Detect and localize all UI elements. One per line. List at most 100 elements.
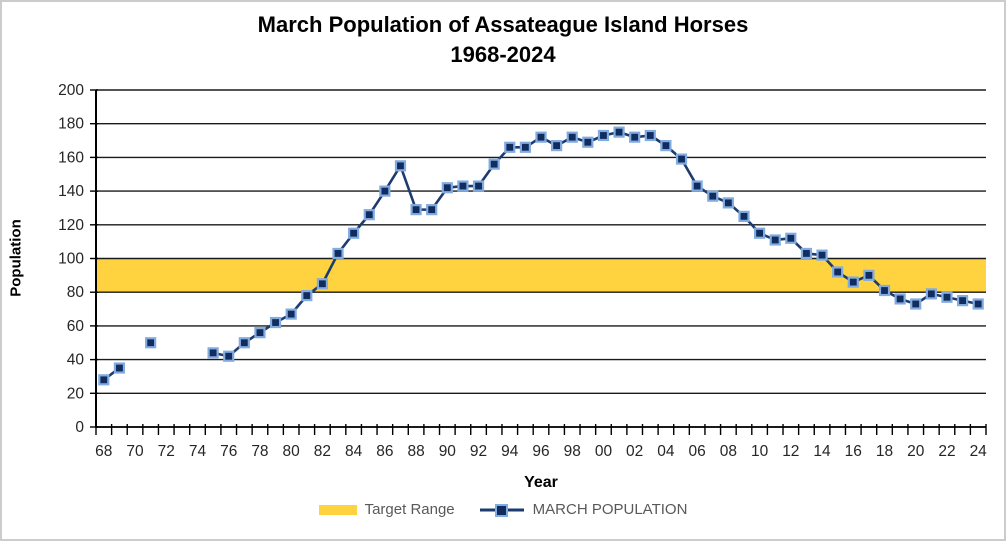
data-point-2013 xyxy=(800,247,813,260)
x-tick-label: 96 xyxy=(532,443,549,460)
data-point-1979 xyxy=(269,316,282,329)
data-point-2024 xyxy=(972,298,984,310)
data-point-2001 xyxy=(613,126,625,138)
legend-label-march-population: MARCH POPULATION xyxy=(532,501,688,518)
x-tick-label: 78 xyxy=(251,443,268,460)
x-tick-label: 08 xyxy=(720,443,737,460)
data-point-1990 xyxy=(441,182,453,194)
legend: Target Range MARCH POPULATION xyxy=(2,501,1004,518)
x-tick-label: 10 xyxy=(751,443,769,460)
data-point-1985 xyxy=(363,209,375,221)
data-point-1996 xyxy=(535,131,547,143)
x-tick-label: 20 xyxy=(907,443,925,460)
y-tick-label: 0 xyxy=(75,419,84,436)
data-point-2003 xyxy=(644,129,656,142)
x-axis-title: Year xyxy=(524,474,558,491)
chart-title-line1: March Population of Assateague Island Ho… xyxy=(257,12,749,37)
data-point-1976 xyxy=(223,350,235,362)
data-point-1992 xyxy=(472,180,485,192)
data-point-2009 xyxy=(738,210,750,222)
y-tick-label: 40 xyxy=(67,352,85,369)
x-tick-label: 14 xyxy=(813,443,831,460)
series-line xyxy=(212,130,979,358)
x-tick-label: 80 xyxy=(283,443,301,460)
y-tick-label: 20 xyxy=(67,385,85,402)
x-tick-label: 24 xyxy=(970,443,988,460)
data-point-2017 xyxy=(863,269,875,281)
data-point-2019 xyxy=(894,293,906,305)
data-point-1998 xyxy=(566,131,578,143)
data-point-1986 xyxy=(379,185,391,197)
data-point-2012 xyxy=(785,232,797,244)
data-point-1984 xyxy=(348,227,360,239)
data-point-1983 xyxy=(332,247,344,260)
data-point-1978 xyxy=(254,327,266,339)
y-tick-label: 140 xyxy=(58,183,84,200)
data-point-1988 xyxy=(410,204,422,216)
x-tick-label: 18 xyxy=(876,443,893,460)
x-tick-label: 22 xyxy=(938,443,955,460)
data-point-1995 xyxy=(519,141,531,153)
x-tick-label: 70 xyxy=(126,443,144,460)
data-point-1968 xyxy=(98,374,110,386)
x-tick-label: 00 xyxy=(595,443,613,460)
data-point-1971 xyxy=(145,337,157,349)
data-point-1987 xyxy=(394,160,407,172)
x-tick-label: 06 xyxy=(689,443,706,460)
x-tick-label: 86 xyxy=(376,443,393,460)
data-point-1969 xyxy=(113,362,126,374)
data-point-2021 xyxy=(925,288,937,300)
legend-item-march-population: MARCH POPULATION xyxy=(479,501,688,518)
y-tick-label: 100 xyxy=(58,251,84,268)
x-tick-label: 02 xyxy=(626,443,643,460)
data-point-2010 xyxy=(753,227,766,239)
data-point-2008 xyxy=(722,197,734,209)
data-point-2002 xyxy=(629,131,641,143)
data-point-2000 xyxy=(597,129,610,142)
target-range-swatch-icon xyxy=(318,504,357,515)
x-tick-label: 12 xyxy=(782,443,799,460)
data-point-1991 xyxy=(457,180,469,192)
y-tick-label: 60 xyxy=(67,318,85,335)
data-point-1997 xyxy=(551,140,563,152)
data-point-2015 xyxy=(832,266,844,278)
y-tick-label: 80 xyxy=(67,284,85,301)
x-tick-label: 74 xyxy=(189,443,207,460)
y-tick-label: 200 xyxy=(58,82,84,99)
x-tick-label: 90 xyxy=(439,443,457,460)
legend-label-target-range: Target Range xyxy=(364,501,455,518)
x-tick-label: 04 xyxy=(657,443,675,460)
x-tick-label: 84 xyxy=(345,443,363,460)
data-point-2018 xyxy=(878,284,891,297)
data-point-1994 xyxy=(504,141,516,153)
chart-title: March Population of Assateague Island Ho… xyxy=(2,10,1004,70)
x-tick-label: 16 xyxy=(845,443,862,460)
data-point-2007 xyxy=(707,190,719,202)
y-tick-label: 120 xyxy=(58,217,84,234)
x-tick-label: 76 xyxy=(220,443,237,460)
data-point-1980 xyxy=(285,308,297,320)
x-tick-label: 68 xyxy=(95,443,112,460)
data-point-2006 xyxy=(691,180,703,192)
x-tick-label: 92 xyxy=(470,443,487,460)
x-tick-label: 94 xyxy=(501,443,519,460)
data-point-1993 xyxy=(488,158,500,170)
data-point-2004 xyxy=(660,140,672,152)
x-tick-label: 82 xyxy=(314,443,331,460)
y-tick-label: 180 xyxy=(58,116,84,133)
x-tick-label: 88 xyxy=(407,443,424,460)
legend-item-target-range: Target Range xyxy=(318,501,455,518)
data-point-1975 xyxy=(207,347,219,359)
x-tick-label: 72 xyxy=(158,443,175,460)
y-tick-label: 160 xyxy=(58,149,84,166)
data-point-2022 xyxy=(941,291,953,303)
data-point-1982 xyxy=(316,278,329,290)
data-point-2020 xyxy=(910,298,922,310)
line-marker-icon xyxy=(479,503,524,517)
data-point-2011 xyxy=(769,234,781,246)
data-point-2005 xyxy=(675,153,688,165)
data-point-1999 xyxy=(582,136,594,148)
data-point-2023 xyxy=(956,295,969,307)
